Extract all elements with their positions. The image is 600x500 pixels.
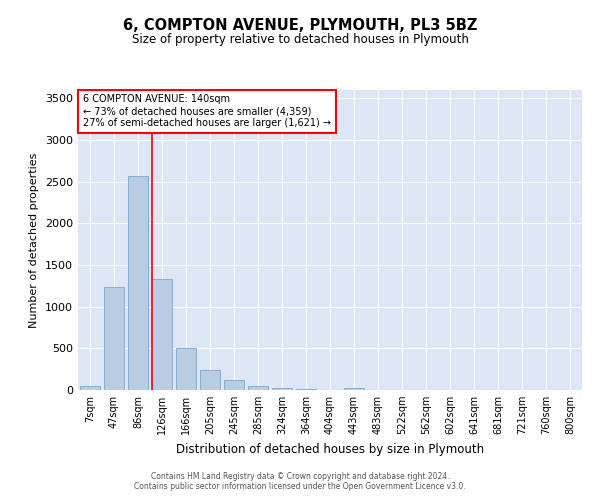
Text: 6, COMPTON AVENUE, PLYMOUTH, PL3 5BZ: 6, COMPTON AVENUE, PLYMOUTH, PL3 5BZ <box>123 18 477 32</box>
Bar <box>272 388 292 390</box>
Bar <box>296 389 316 390</box>
Bar <box>128 176 148 390</box>
Text: 6 COMPTON AVENUE: 140sqm
← 73% of detached houses are smaller (4,359)
27% of sem: 6 COMPTON AVENUE: 140sqm ← 73% of detach… <box>83 94 331 128</box>
Y-axis label: Number of detached properties: Number of detached properties <box>29 152 40 328</box>
X-axis label: Distribution of detached houses by size in Plymouth: Distribution of detached houses by size … <box>176 442 484 456</box>
Bar <box>248 386 268 390</box>
Bar <box>80 386 100 390</box>
Bar <box>224 380 244 390</box>
Bar <box>176 348 196 390</box>
Bar <box>104 286 124 390</box>
Bar <box>344 388 364 390</box>
Bar <box>152 279 172 390</box>
Text: Contains HM Land Registry data © Crown copyright and database right 2024.
Contai: Contains HM Land Registry data © Crown c… <box>134 472 466 491</box>
Text: Size of property relative to detached houses in Plymouth: Size of property relative to detached ho… <box>131 32 469 46</box>
Bar <box>200 370 220 390</box>
